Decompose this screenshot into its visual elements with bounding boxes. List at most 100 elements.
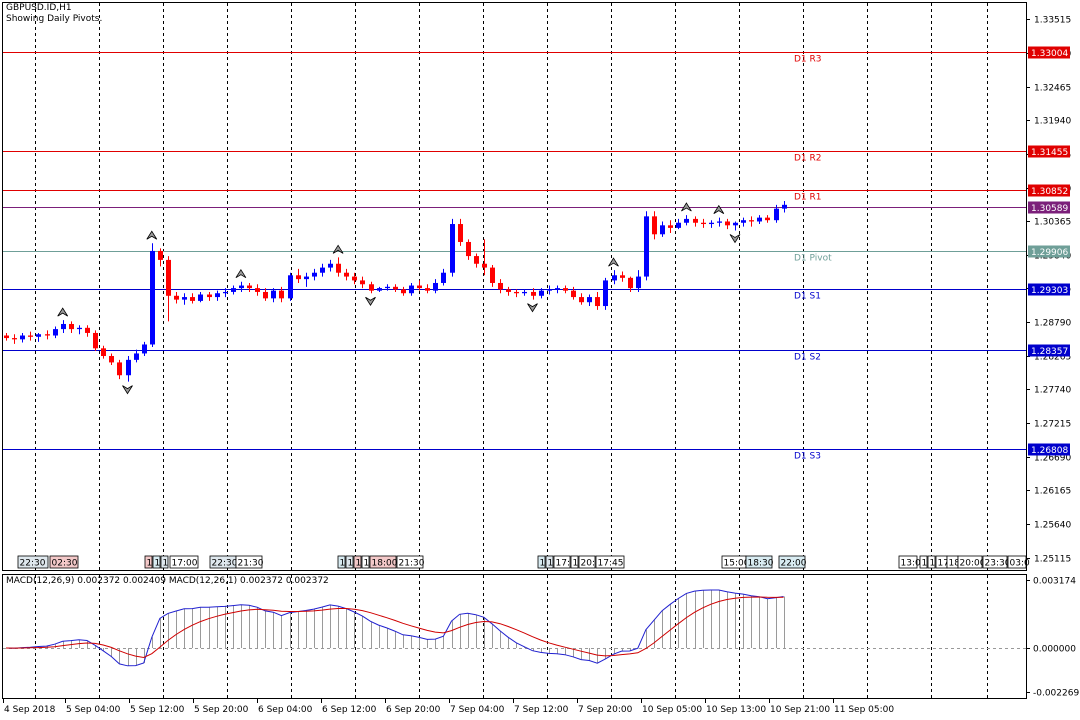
time-tick-label: 4 Sep 2018 bbox=[4, 705, 56, 715]
macd-signal-line bbox=[5, 596, 784, 659]
candle-body bbox=[612, 275, 617, 281]
session-tag bbox=[1007, 555, 1027, 569]
candle-body bbox=[498, 282, 503, 290]
session-tag-label: 1 bbox=[356, 559, 362, 569]
candle-body bbox=[749, 220, 754, 222]
session-tag bbox=[337, 555, 346, 569]
candle-body bbox=[385, 286, 390, 289]
chart-symbol: GBPUSD.ID,H1 bbox=[6, 3, 72, 13]
time-tick-label: 6 Sep 12:00 bbox=[322, 705, 377, 715]
session-tag-label: 18:30 bbox=[748, 559, 774, 569]
session-tag-label: 22:00 bbox=[781, 559, 807, 569]
candle-body bbox=[514, 291, 519, 294]
candle-body bbox=[247, 285, 252, 289]
pivot-label: D1 R3 bbox=[794, 55, 822, 65]
time-tick-label: 10 Sep 21:00 bbox=[770, 705, 830, 715]
candle-body bbox=[636, 276, 641, 289]
candle-body bbox=[701, 222, 706, 225]
fractal-up-arrow bbox=[713, 204, 725, 214]
pivot-label: D1 S2 bbox=[794, 353, 821, 363]
session-tag bbox=[957, 555, 983, 569]
pivot-tag-value: 1.26808 bbox=[1031, 446, 1068, 456]
pivot-price-tags: 1.33004 1.31455 1.30852 1.30589 1.29906 1.293… bbox=[1028, 46, 1070, 456]
candle-body bbox=[296, 275, 301, 280]
macd-tick-label: 0.000000 bbox=[1033, 645, 1076, 655]
session-tag-label: 18:00 bbox=[372, 559, 398, 569]
candle-body bbox=[709, 222, 714, 225]
candle-body bbox=[190, 297, 195, 301]
candle-body bbox=[117, 362, 122, 376]
session-tag bbox=[49, 555, 79, 569]
session-tag bbox=[919, 555, 928, 569]
candle-body bbox=[352, 276, 357, 281]
price-tick-label: 1.28265 bbox=[1034, 353, 1071, 363]
time-tick-label: 5 Sep 20:00 bbox=[194, 705, 249, 715]
candle-body bbox=[304, 276, 309, 280]
session-tag-label: 1 bbox=[155, 559, 161, 569]
session-tag-label: 21:30 bbox=[399, 559, 425, 569]
candle-body bbox=[239, 285, 244, 289]
candle-body bbox=[150, 250, 155, 345]
session-tag-label: 1 bbox=[147, 559, 153, 569]
macd-panel[interactable] bbox=[2, 574, 1027, 699]
session-tag bbox=[898, 555, 918, 569]
fractal-down-arrow bbox=[122, 385, 133, 395]
candle-body bbox=[53, 329, 58, 336]
session-tag bbox=[345, 555, 354, 569]
fractal-up-arrow bbox=[332, 244, 344, 254]
pivot-tag-value: 1.30852 bbox=[1031, 187, 1068, 197]
candle-body bbox=[506, 289, 511, 292]
pivot-tag-bg bbox=[1028, 145, 1070, 158]
session-tag-label: 1 bbox=[340, 559, 346, 569]
candle-body bbox=[85, 327, 90, 333]
candle-body bbox=[482, 263, 487, 268]
session-tag bbox=[545, 555, 554, 569]
price-tick-label: 1.26690 bbox=[1034, 454, 1071, 464]
candle-body bbox=[660, 225, 665, 235]
pivot-lines bbox=[3, 52, 1026, 450]
candle-body bbox=[741, 220, 746, 223]
time-tick-label: 11 Sep 05:00 bbox=[834, 705, 894, 715]
session-tag-label: 17:00 bbox=[172, 559, 198, 569]
candle-body bbox=[774, 208, 779, 221]
session-tag-label: 17:45 bbox=[598, 559, 624, 569]
candle-body bbox=[409, 285, 414, 294]
candle-body bbox=[782, 204, 787, 209]
time-tick-label: 6 Sep 04:00 bbox=[258, 705, 313, 715]
macd-indicator bbox=[3, 589, 1026, 667]
candle-body bbox=[198, 294, 203, 301]
candle-body bbox=[288, 275, 293, 299]
candle-body bbox=[401, 289, 406, 294]
session-tag-label: 17: bbox=[556, 559, 570, 569]
pivot-label: D1 S3 bbox=[794, 452, 821, 462]
candle-body bbox=[28, 335, 33, 337]
candle-body bbox=[174, 295, 179, 300]
candle-body bbox=[369, 284, 374, 291]
candle-body bbox=[320, 267, 325, 273]
session-tag bbox=[235, 555, 263, 569]
macd-tick-label: 0.003174 bbox=[1033, 577, 1076, 587]
session-tag bbox=[927, 555, 936, 569]
candle-body bbox=[757, 217, 762, 222]
chart-subtitle: Showing Daily Pivots. bbox=[6, 14, 103, 24]
candle-body bbox=[215, 293, 220, 298]
vertical-grid bbox=[35, 3, 988, 698]
session-tag bbox=[361, 555, 370, 569]
candle-body bbox=[587, 297, 592, 303]
session-tag-label: 23:30 bbox=[985, 559, 1011, 569]
candle-body bbox=[109, 356, 114, 363]
time-tick-label: 6 Sep 20:00 bbox=[386, 705, 441, 715]
session-tag bbox=[353, 555, 362, 569]
candle-body bbox=[684, 218, 689, 223]
session-tag bbox=[778, 555, 806, 569]
candle-body bbox=[231, 288, 236, 292]
pivot-labels: D1 R3 D1 R2 D1 R1 D1 Pivot D1 S1 D1 S2 D1 S3 bbox=[794, 55, 832, 462]
candle-body bbox=[433, 282, 438, 291]
fractal-down-arrow bbox=[365, 296, 376, 306]
pivot-tag-bg bbox=[1028, 201, 1070, 214]
candle-body bbox=[571, 290, 576, 298]
price-tick-label: 1.32465 bbox=[1034, 84, 1071, 94]
session-tag-label: 21:30 bbox=[238, 559, 264, 569]
price-panel[interactable] bbox=[2, 2, 1027, 571]
